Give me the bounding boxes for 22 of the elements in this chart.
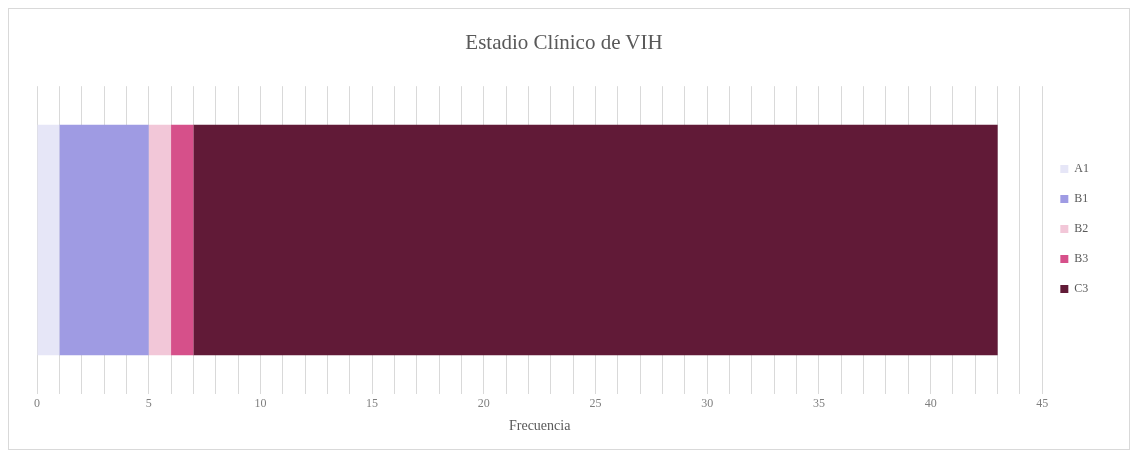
bar: [59, 124, 149, 356]
x-tick-label: 0: [34, 396, 40, 411]
x-axis-title: Frecuencia: [508, 418, 572, 434]
bar: [37, 124, 60, 356]
x-tick-label: 10: [254, 396, 267, 411]
x-tick-label: 35: [812, 396, 825, 411]
bar: [148, 124, 172, 356]
legend-label: C3: [1074, 281, 1089, 296]
legend-label: B2: [1074, 221, 1089, 236]
x-tick-label: 25: [589, 396, 602, 411]
x-tick-label: 20: [477, 396, 490, 411]
legend-label: B1: [1074, 191, 1089, 206]
chart-title: Estadio Clínico de VIH: [465, 30, 663, 55]
x-tick-label: 45: [1036, 396, 1049, 411]
x-tick-label: 30: [701, 396, 714, 411]
x-tick-label: 5: [145, 396, 152, 411]
legend-label: A1: [1074, 161, 1090, 176]
bar: [193, 124, 998, 356]
bar: [171, 124, 194, 356]
x-tick-label: 40: [924, 396, 937, 411]
legend-label: B3: [1074, 251, 1089, 266]
x-tick-label: 15: [366, 396, 379, 411]
